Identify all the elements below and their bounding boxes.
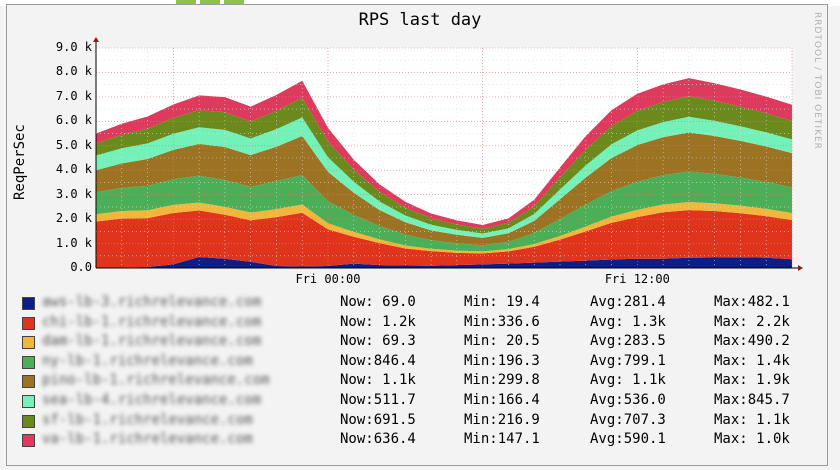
series-area-4 (96, 171, 792, 252)
legend-max: Max:845.7 (714, 392, 790, 408)
legend-series-name: va-lb-1.richrelevance.com (42, 431, 253, 448)
legend-swatch (22, 375, 35, 389)
legend-row: pino-lb-1.richrelevance.com Now: 1.1k Min:… (22, 372, 822, 392)
x-tick-label: Fri 12:00 (604, 272, 670, 286)
legend-min: Min:216.9 (464, 411, 540, 428)
legend-now: Now:846.4 (340, 352, 416, 369)
legend-min: Min:299.8 (464, 372, 540, 389)
y-tick-label: 6.0 k (55, 113, 92, 128)
y-tick-label: 4.0 k (55, 162, 92, 177)
y-tick-label: 7.0 k (55, 88, 92, 103)
series-area-3 (96, 202, 792, 254)
legend-max: Max: 1.1k (714, 411, 790, 428)
legend-now: Now:691.5 (340, 411, 416, 428)
legend-avg: Avg:283.5 (590, 333, 666, 350)
legend-swatch (22, 355, 35, 369)
y-tick-label: 5.0 k (55, 137, 92, 152)
legend-swatch (22, 395, 35, 408)
x-axis-arrow (798, 265, 803, 271)
y-tick-label: 1.0 k (55, 235, 92, 250)
y-tick-label: 8.0 k (55, 64, 92, 79)
legend-series-name: sf-lb-1.richrelevance.com (42, 411, 253, 428)
series-area-5 (96, 132, 792, 246)
legend-row: ny-lb-1.richrelevance.com Now:846.4 Min:19… (22, 353, 822, 373)
series-area-2 (96, 210, 792, 268)
y-axis-arrow (93, 37, 99, 42)
legend-avg: Avg:281.4 (590, 294, 666, 310)
legend-avg: Avg: 1.3k (590, 313, 666, 330)
legend-row: chi-lb-1.richrelevance.com Now: 1.2k Min:3… (22, 314, 822, 334)
tab-nub (224, 0, 244, 6)
legend-now: Now: 1.2k (340, 313, 416, 330)
watermark: RRDTOOL / TOBI OETIKER (812, 12, 830, 212)
watermark-text: RRDTOOL / TOBI OETIKER (812, 12, 822, 150)
legend-series-name: ny-lb-1.richrelevance.com (42, 352, 253, 369)
legend-now: Now: 1.1k (340, 372, 416, 389)
legend-min: Min:196.3 (464, 352, 540, 369)
legend-min: Min: 19.4 (464, 294, 540, 310)
legend-min: Min:166.4 (464, 392, 540, 408)
legend-avg: Avg: 1.1k (590, 372, 666, 389)
series-area-1 (96, 257, 792, 268)
x-tick-label: Fri 00:00 (295, 272, 361, 286)
legend-swatch (22, 434, 35, 448)
tab-nub (200, 0, 220, 6)
legend-row: sf-lb-1.richrelevance.com Now:691.5 Min:21… (22, 412, 822, 432)
series-area-6 (96, 116, 792, 238)
legend-now: Now:636.4 (340, 431, 416, 448)
legend-max: Max: 2.2k (714, 313, 790, 330)
legend-now: Now:511.7 (340, 392, 416, 408)
legend-avg: Avg:536.0 (590, 392, 666, 408)
tab-nub (176, 0, 196, 6)
legend-series-name: dam-lb-1.richrelevance.com (42, 333, 262, 350)
legend-min: Min: 20.5 (464, 333, 540, 350)
legend-series-name: sea-lb-4.richrelevance.com (42, 392, 262, 408)
legend-row: va-lb-1.richrelevance.com Now:636.4 Min:14… (22, 431, 822, 451)
y-tick-label: 2.0 k (55, 211, 92, 226)
legend-max: Max:490.2 (714, 333, 790, 350)
legend-avg: Avg:590.1 (590, 431, 666, 448)
legend-min: Min:147.1 (464, 431, 540, 448)
legend-row: dam-lb-1.richrelevance.com Now: 69.3 Min: … (22, 333, 822, 353)
legend-row: sea-lb-4.richrelevance.com Now:511.7 Min:1… (22, 392, 822, 412)
legend-max: Max: 1.4k (714, 352, 790, 369)
legend-max: Max:482.1 (714, 294, 790, 310)
legend-series-name: aws-lb-3.richrelevance.com (42, 294, 262, 310)
legend-swatch (22, 297, 35, 310)
legend-swatch (22, 414, 35, 428)
series-area-7 (96, 96, 792, 234)
legend-series-name: pino-lb-1.richrelevance.com (42, 372, 270, 389)
y-tick-label: 9.0 k (55, 40, 92, 54)
legend-max: Max: 1.9k (714, 372, 790, 389)
series-area-8 (96, 78, 792, 229)
legend-avg: Avg:707.3 (590, 411, 666, 428)
legend-swatch (22, 336, 35, 350)
y-tick-label: 0.0 (70, 260, 92, 274)
legend-now: Now: 69.0 (340, 294, 416, 310)
top-strip (0, 0, 840, 6)
legend-avg: Avg:799.1 (590, 352, 666, 369)
chart-title: RPS last day (358, 10, 482, 30)
legend-series-name: chi-lb-1.richrelevance.com (42, 313, 262, 330)
legend-row: aws-lb-3.richrelevance.com Now: 69.0 Min: … (22, 294, 822, 314)
y-tick-label: 3.0 k (55, 186, 92, 201)
legend-swatch (22, 316, 35, 330)
legend-min: Min:336.6 (464, 313, 540, 330)
legend-now: Now: 69.3 (340, 333, 416, 350)
legend-max: Max: 1.0k (714, 431, 790, 448)
